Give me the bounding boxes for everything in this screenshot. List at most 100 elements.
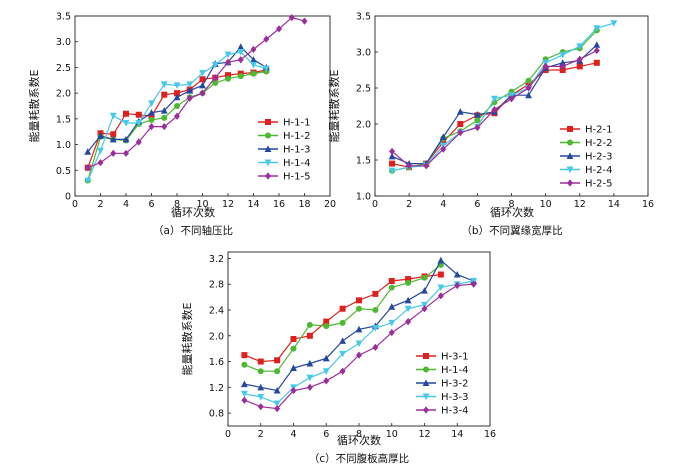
x-tick-label: 12 [222,199,234,210]
x-tick-label: 2 [97,199,103,210]
x-axis-label: 循环次数 [490,205,534,219]
data-point [593,41,601,48]
data-point [250,61,257,69]
data-point [274,405,281,413]
x-tick-label: 2 [258,429,264,440]
x-tick-label: 0 [372,199,378,210]
data-point [491,95,498,103]
data-point [160,81,168,88]
data-point [199,81,206,89]
data-point [559,59,567,66]
data-point [423,162,430,170]
legend-marker [567,139,573,146]
series-H-3-2 [240,256,478,394]
y-tick-label: 0 [65,192,71,203]
data-point [212,79,219,86]
x-tick-label: 0 [225,429,231,440]
y-tick-label: 3.2 [209,254,224,265]
x-tick-label: 4 [440,199,446,210]
data-point [237,49,245,56]
data-point [454,281,461,290]
x-tick-label: 16 [642,199,654,210]
data-point [453,270,461,278]
x-tick-label: 6 [148,199,154,210]
data-point [174,112,180,120]
data-point [404,296,412,304]
data-point [405,318,412,326]
legend-label: H-3-2 [441,379,468,390]
data-point [173,82,181,90]
x-tick-label: 8 [356,429,362,440]
data-point [525,77,532,84]
data-point [135,111,142,118]
data-point [224,51,232,59]
data-point [186,86,194,94]
data-point [241,352,248,359]
data-point [262,65,270,73]
data-point [491,106,498,114]
legend-label: H-2-1 [585,125,612,136]
data-point [421,305,428,313]
data-point [306,383,313,391]
legend-marker [567,126,573,132]
y-tick-label: 1.5 [56,114,71,125]
data-point [290,364,297,371]
data-point [525,91,532,99]
data-point [356,297,362,304]
y-tick-label: 1.0 [356,192,371,203]
data-point [211,61,219,69]
legend-marker [264,145,272,152]
data-point [199,89,206,97]
y-tick-label: 2.4 [209,306,224,317]
data-point [186,94,193,102]
chart-panel-b: 0 2 4 6 8 10 12 14 16 1.0 1.5 2.0 2.5 3.0 3.5 循环次数 能量耗散系… [327,12,654,238]
data-point [290,336,297,342]
data-point [437,284,445,292]
data-point [257,383,265,391]
x-tick-label: 4 [123,199,129,210]
x-tick-label: 12 [418,429,430,440]
x-axis-label: 循环次数 [171,205,215,219]
legend-marker [423,353,429,359]
legend-marker [265,119,271,125]
data-point [257,403,264,411]
data-point [109,135,117,143]
data-point [148,122,155,131]
data-point [474,124,481,132]
data-point [263,35,270,43]
data-point [110,149,117,157]
data-point [323,377,330,385]
data-point [388,167,396,175]
data-point [610,20,618,27]
y-tick-label: 2.8 [209,280,224,291]
data-point [388,284,395,291]
data-point [257,394,265,401]
series-H-2-5 [389,46,600,170]
data-point [559,62,566,70]
x-axis-label: 循环次数 [337,433,381,447]
x-tick-label: 14 [608,199,620,210]
data-point [405,276,412,283]
data-point [274,357,281,364]
data-point [97,147,104,155]
data-point [389,160,396,167]
chart-panel-c: 0 2 4 6 8 10 12 14 16 0.8 1.2 1.6 2.0 2.4 2.8 3.2 循环次数 能量… [180,251,496,465]
legend-marker [422,379,430,386]
legend: H-1-1 H-1-2 H-1-3 H-1-4 H-1-5 [258,118,310,183]
legend-marker [265,172,271,180]
legend-marker [567,179,573,187]
legend-marker [264,159,272,167]
data-point [250,45,257,54]
series-H-1-5 [84,13,308,172]
legend-marker [566,152,574,159]
data-point [576,55,583,63]
data-point [440,139,447,145]
data-point [439,133,447,140]
y-tick-label: 0.8 [209,409,224,420]
data-point [84,148,92,155]
x-tick-label: 14 [451,429,463,440]
legend-label: H-1-1 [283,118,310,129]
data-point [135,119,143,127]
data-point [559,51,567,59]
data-point [525,84,532,92]
